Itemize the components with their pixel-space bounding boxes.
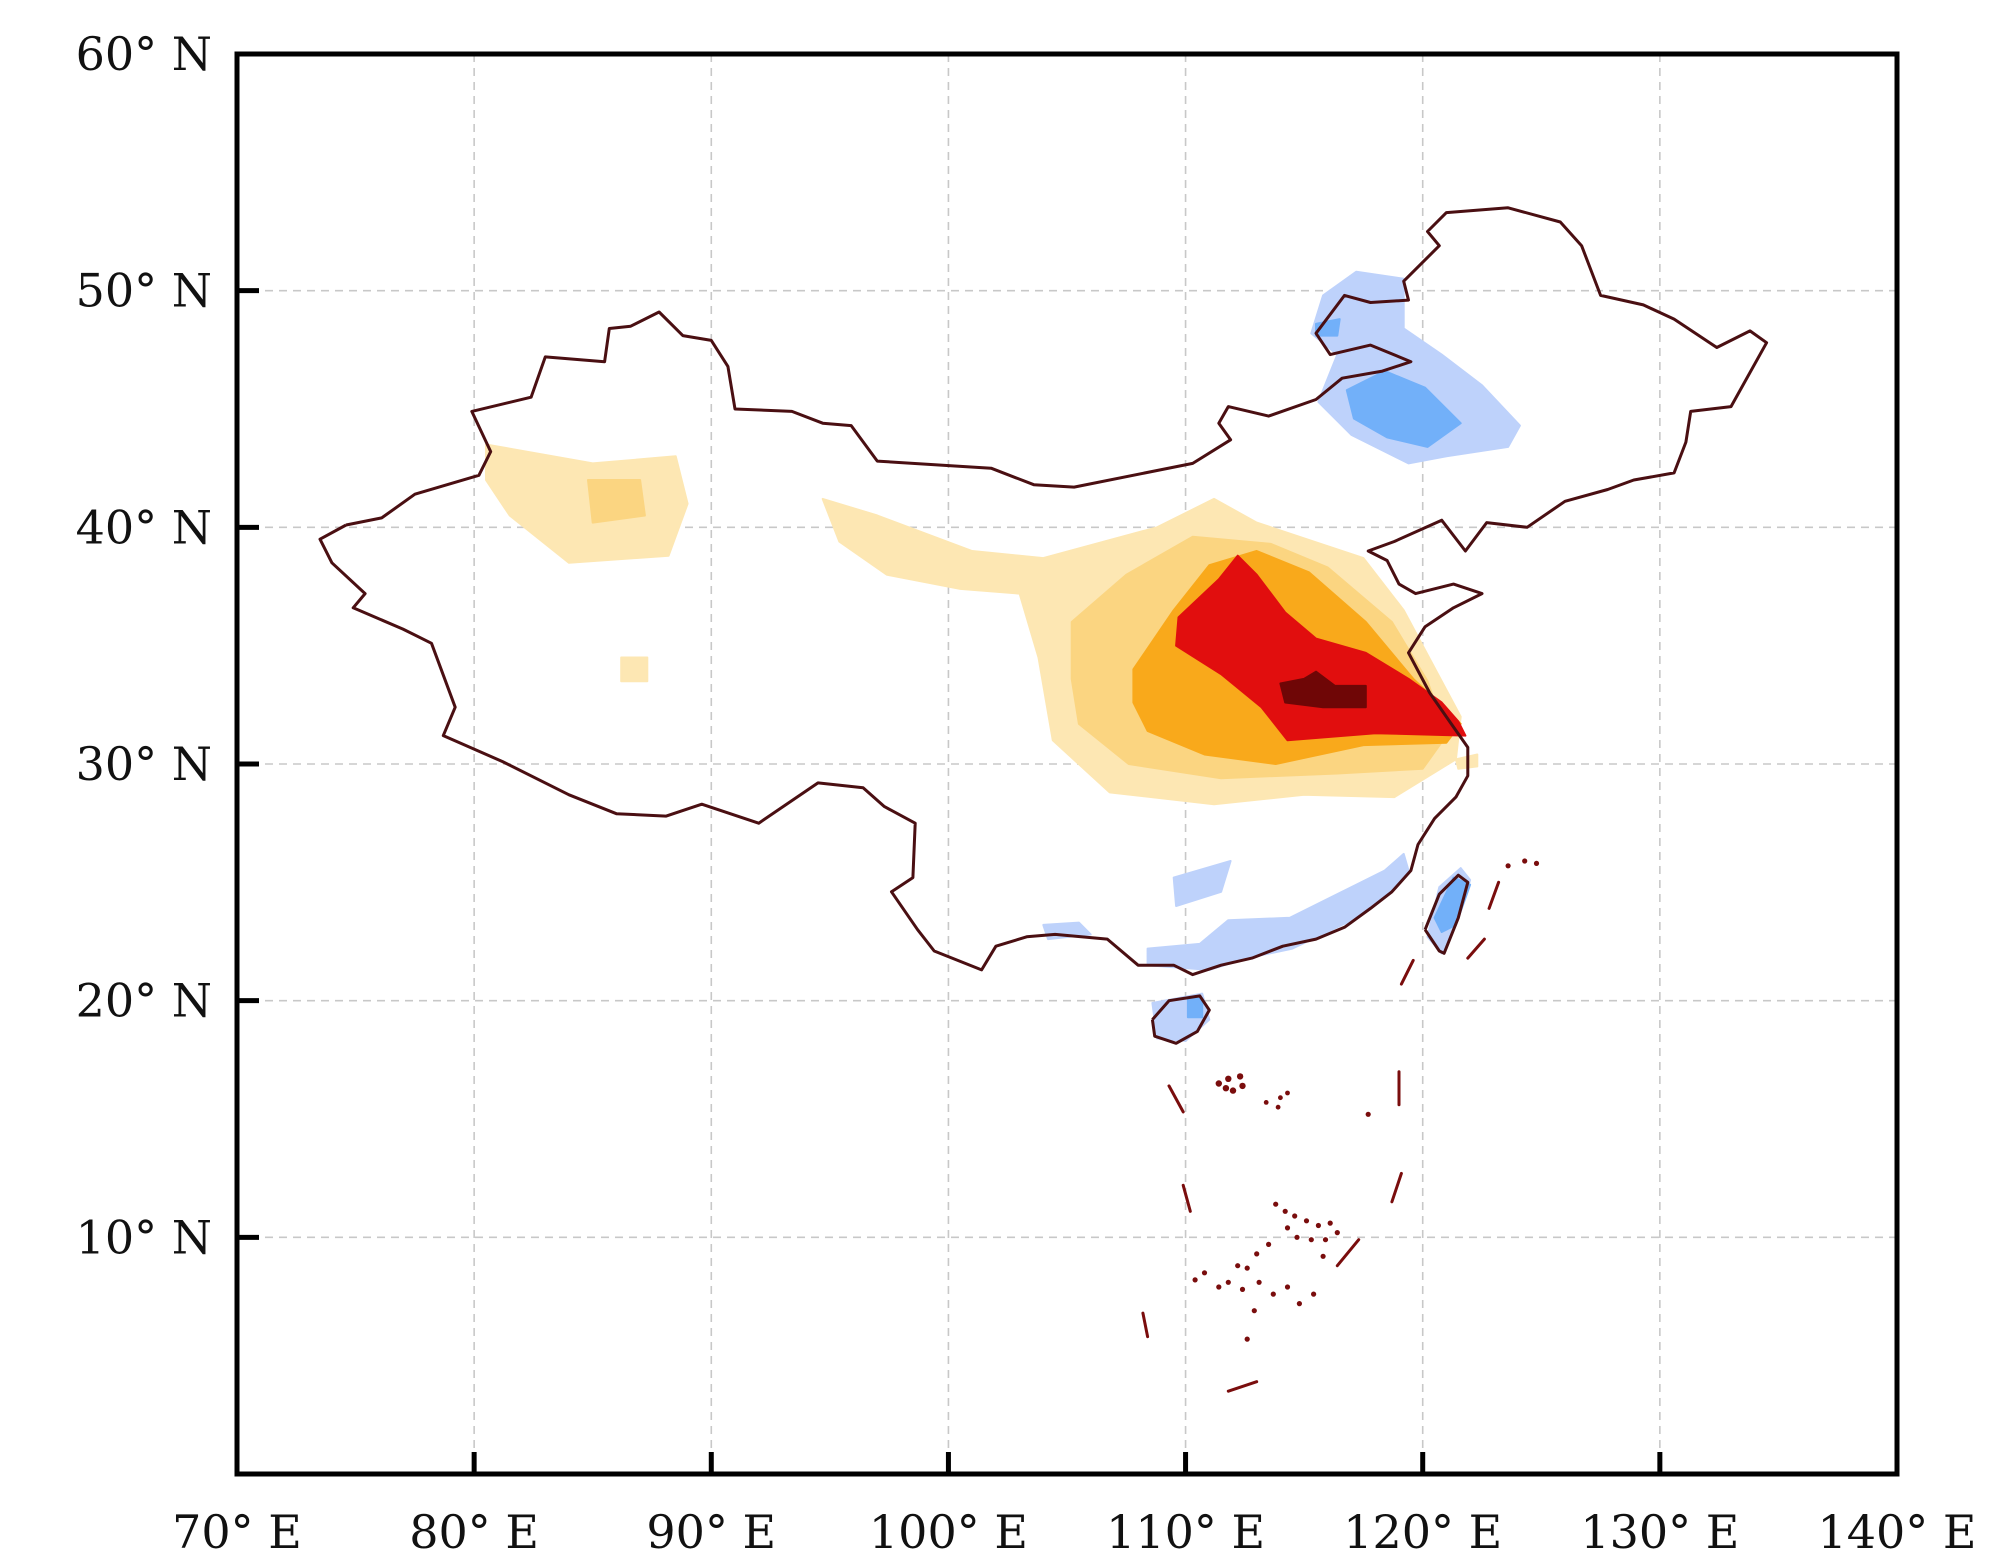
anomaly-shading bbox=[485, 270, 1521, 1042]
anomaly-region-pos-4 bbox=[1175, 554, 1467, 742]
reef-dot bbox=[1263, 1100, 1269, 1105]
spratly-island-dot bbox=[1244, 1336, 1250, 1342]
spratly-island-dot bbox=[1266, 1241, 1272, 1247]
y-tick-label: 60° N bbox=[76, 27, 212, 81]
x-tick-label: 100° E bbox=[869, 1505, 1028, 1559]
reef-dot bbox=[1275, 1104, 1281, 1110]
anomaly-region-neg-1 bbox=[1146, 852, 1410, 971]
maritime-boundary-dash bbox=[1487, 880, 1501, 910]
x-tick-label: 110° E bbox=[1106, 1505, 1265, 1559]
axis-ticks bbox=[237, 288, 1663, 1474]
spratly-island-dot bbox=[1327, 1220, 1333, 1226]
taiwan-island-outline bbox=[1423, 873, 1470, 955]
y-tick-label: 20° N bbox=[76, 974, 212, 1028]
national-border bbox=[318, 206, 1769, 977]
island-dot bbox=[1365, 1111, 1371, 1117]
spratly-island-dot bbox=[1192, 1277, 1198, 1283]
maritime-boundary-dash bbox=[1181, 1183, 1192, 1213]
paracel-island-dot bbox=[1229, 1087, 1237, 1094]
country-outline bbox=[318, 206, 1769, 1393]
paracel-island-dot bbox=[1215, 1080, 1223, 1087]
anomaly-region-neg-2 bbox=[1345, 370, 1462, 448]
paracel-island-dot bbox=[1236, 1073, 1244, 1080]
hainan-island-outline bbox=[1150, 994, 1211, 1045]
maritime-boundary-dash bbox=[1141, 1311, 1150, 1339]
anomaly-region-pos-5 bbox=[1279, 670, 1367, 709]
maritime-boundary-dash bbox=[1466, 937, 1486, 960]
spratly-island-dot bbox=[1303, 1218, 1310, 1224]
reef-dot bbox=[1278, 1095, 1283, 1101]
spratly-island-dot bbox=[1273, 1201, 1279, 1207]
axis-labels: 70° E 80° E 90° E 100° E 110° E 120° E 130° E 1… bbox=[76, 27, 1977, 1559]
spratly-island-dot bbox=[1308, 1237, 1314, 1243]
anomaly-region-pos-1 bbox=[485, 443, 689, 564]
spratly-island-dot bbox=[1239, 1286, 1246, 1292]
anomaly-region-pos-1 bbox=[620, 656, 649, 683]
spratly-island-dot bbox=[1284, 1284, 1291, 1290]
spratly-island-dot bbox=[1270, 1291, 1276, 1297]
x-tick-label: 80° E bbox=[409, 1505, 539, 1559]
spratly-island-dot bbox=[1254, 1251, 1260, 1257]
maritime-boundary-dash bbox=[1226, 1380, 1259, 1393]
spratly-island-dot bbox=[1294, 1234, 1300, 1240]
y-tick-label: 30° N bbox=[76, 737, 212, 791]
island-dot bbox=[1533, 860, 1540, 867]
spratly-island-dot bbox=[1244, 1265, 1250, 1271]
graticule bbox=[237, 54, 1897, 1474]
maritime-boundary-dash bbox=[1335, 1238, 1361, 1268]
y-tick-label: 10° N bbox=[76, 1210, 212, 1264]
spratly-island-dot bbox=[1315, 1222, 1321, 1229]
x-tick-label: 130° E bbox=[1580, 1505, 1739, 1559]
y-tick-label: 40° N bbox=[76, 500, 212, 554]
island-dot bbox=[1522, 858, 1528, 864]
y-tick-label: 50° N bbox=[76, 264, 212, 318]
spratly-island-dot bbox=[1292, 1213, 1298, 1219]
spratly-island-dot bbox=[1284, 1225, 1291, 1231]
spratly-island-dot bbox=[1282, 1208, 1288, 1214]
spratly-island-dot bbox=[1320, 1253, 1326, 1259]
spratly-island-dot bbox=[1256, 1279, 1262, 1285]
x-tick-label: 120° E bbox=[1343, 1505, 1502, 1559]
spratly-island-dot bbox=[1334, 1230, 1340, 1236]
spratly-island-dot bbox=[1311, 1291, 1317, 1297]
anomaly-region-pos-2 bbox=[587, 479, 646, 524]
spratly-island-dot bbox=[1216, 1284, 1222, 1290]
paracel-island-dot bbox=[1239, 1082, 1246, 1090]
anomaly-region-neg-2 bbox=[1186, 997, 1204, 1019]
x-tick-label: 140° E bbox=[1817, 1505, 1976, 1559]
spratly-island-dot bbox=[1201, 1270, 1208, 1276]
spratly-island-dot bbox=[1296, 1301, 1302, 1307]
reef-dot bbox=[1285, 1090, 1290, 1096]
paracel-island-dot bbox=[1222, 1085, 1230, 1092]
x-tick-label: 70° E bbox=[172, 1505, 302, 1559]
x-tick-label: 90° E bbox=[646, 1505, 776, 1559]
anomaly-region-neg-1 bbox=[1172, 860, 1232, 907]
maritime-boundary-dash bbox=[1399, 958, 1415, 986]
paracel-island-dot bbox=[1225, 1075, 1232, 1083]
maritime-boundary-dash bbox=[1390, 1171, 1403, 1204]
spratly-island-dot bbox=[1225, 1279, 1231, 1285]
maritime-boundary-dash bbox=[1167, 1084, 1185, 1114]
spratly-island-dot bbox=[1251, 1308, 1257, 1314]
spratly-island-dot bbox=[1322, 1237, 1329, 1243]
island-dot bbox=[1505, 863, 1511, 869]
spratly-island-dot bbox=[1235, 1263, 1241, 1269]
